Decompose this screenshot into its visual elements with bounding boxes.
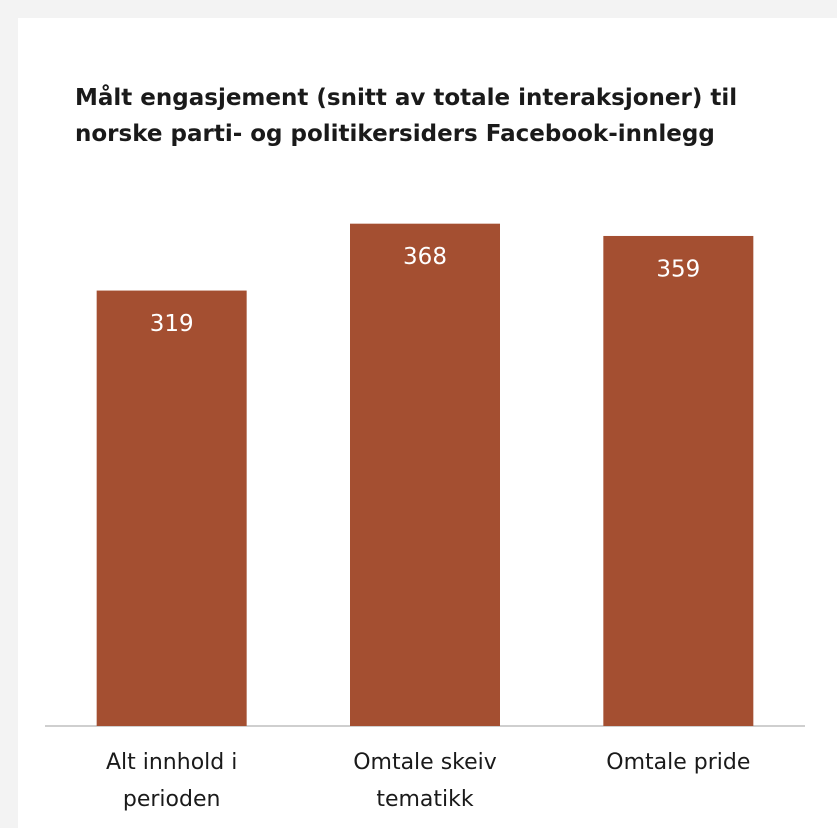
bar [603,235,754,726]
value-label: 359 [656,256,700,282]
value-label: 319 [150,311,194,337]
chart-title: Målt engasjement (snitt av totale intera… [75,85,738,147]
bar [96,290,247,726]
bar [350,223,500,726]
value-label: 368 [403,244,447,270]
x-tick-label: Omtale pride [606,750,751,775]
x-tick-label: Omtale skeiv tematikk [353,750,497,812]
x-tick-label: Alt innhold i perioden [105,750,238,812]
